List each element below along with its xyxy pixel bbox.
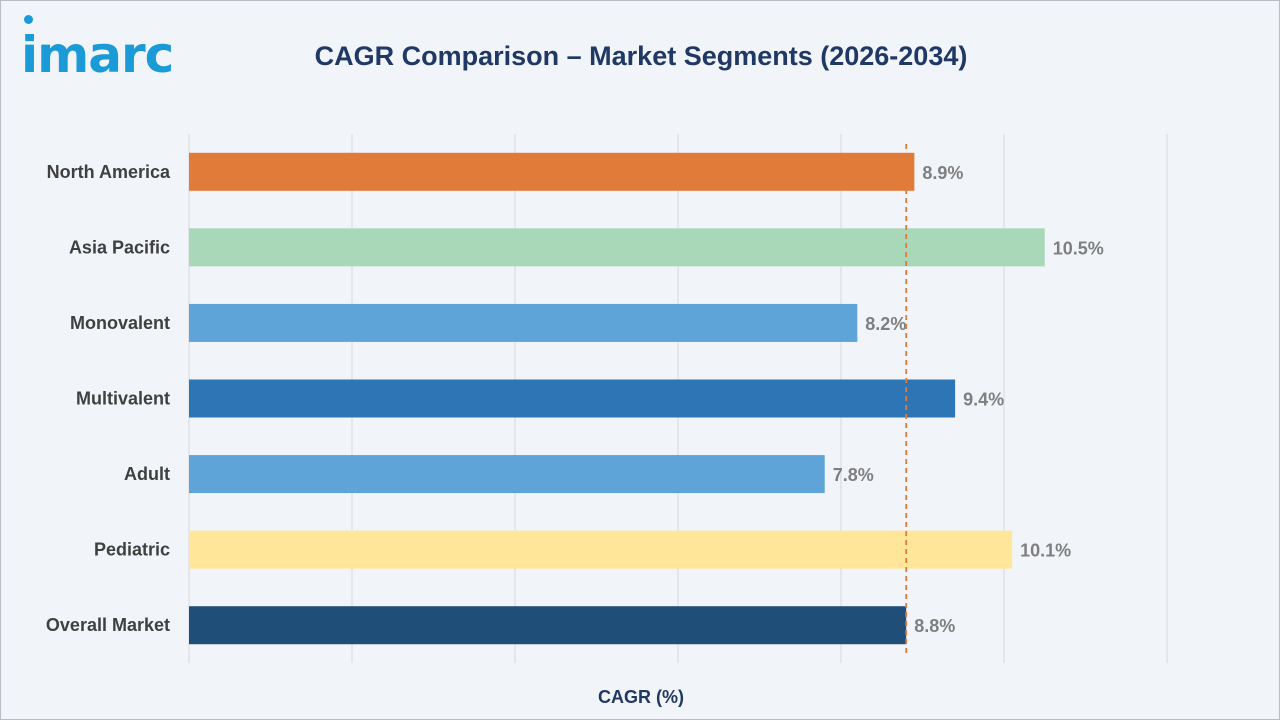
data-label: 10.5% <box>1053 238 1104 258</box>
bar <box>189 455 825 494</box>
chart-title: CAGR Comparison – Market Segments (2026-… <box>314 41 968 71</box>
y-tick-label: Pediatric <box>94 540 170 560</box>
y-tick-label: Asia Pacific <box>69 237 170 257</box>
bar <box>189 379 956 418</box>
bar <box>189 303 858 342</box>
data-label: 8.2% <box>865 314 906 334</box>
data-label: 8.8% <box>914 616 955 636</box>
bar <box>189 606 907 645</box>
data-label: 9.4% <box>963 390 1004 410</box>
bar <box>189 530 1013 569</box>
y-tick-label: Overall Market <box>46 615 170 635</box>
y-tick-label: Adult <box>124 464 170 484</box>
imarc-logo: imarc <box>21 26 174 84</box>
data-label: 7.8% <box>833 465 874 485</box>
data-label: 10.1% <box>1020 541 1071 561</box>
y-tick-label: Monovalent <box>70 313 170 333</box>
bar <box>189 228 1045 267</box>
logo-dot <box>24 15 33 24</box>
x-axis-label: CAGR (%) <box>598 687 684 707</box>
data-label: 8.9% <box>922 163 963 183</box>
y-tick-label: North America <box>47 162 171 182</box>
bar <box>189 152 915 191</box>
y-tick-label: Multivalent <box>76 389 170 409</box>
